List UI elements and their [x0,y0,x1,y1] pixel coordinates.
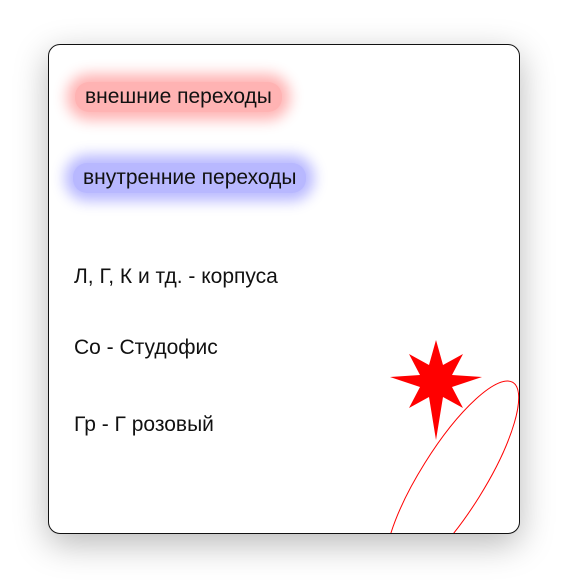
internal-transitions-label: внутренние переходы [73,163,307,193]
legend-studoffice-line: Со - Студофис [74,336,218,359]
legend-card: внешние переходы внутренние переходы Л, … [48,44,520,534]
external-transitions-label: внешние переходы [75,82,282,112]
red-ellipse-outline [384,380,519,533]
red-star-icon [390,340,482,440]
legend-pink-g-line: Гр - Г розовый [74,413,214,436]
legend-buildings-line: Л, Г, К и тд. - корпуса [74,265,278,288]
